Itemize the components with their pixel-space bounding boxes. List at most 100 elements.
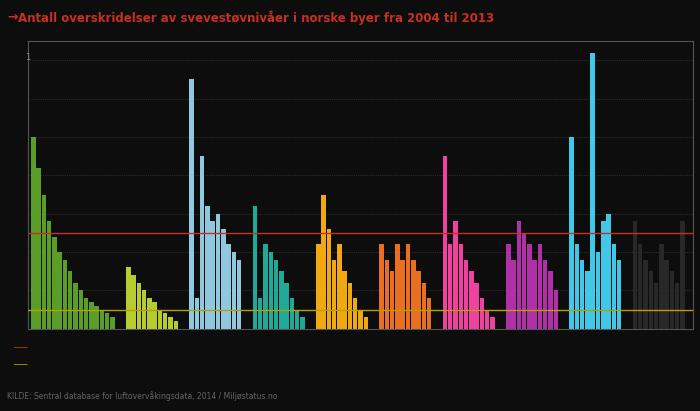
Bar: [591, 53, 595, 329]
Bar: [416, 271, 421, 329]
Bar: [543, 260, 547, 329]
Bar: [269, 252, 273, 329]
Bar: [274, 260, 279, 329]
Bar: [94, 306, 99, 329]
Bar: [638, 245, 643, 329]
Bar: [522, 233, 526, 329]
Bar: [142, 291, 146, 329]
Bar: [485, 309, 489, 329]
Bar: [226, 245, 231, 329]
Bar: [464, 260, 468, 329]
Bar: [358, 309, 363, 329]
Bar: [279, 271, 284, 329]
Bar: [290, 298, 294, 329]
Bar: [132, 275, 136, 329]
Bar: [548, 271, 553, 329]
Text: ——: ——: [14, 342, 27, 352]
Bar: [163, 314, 167, 329]
Bar: [110, 317, 115, 329]
Bar: [533, 260, 537, 329]
Bar: [99, 309, 104, 329]
Bar: [221, 229, 225, 329]
Bar: [295, 309, 300, 329]
Bar: [538, 245, 542, 329]
Bar: [158, 309, 162, 329]
Bar: [384, 260, 389, 329]
Bar: [517, 222, 521, 329]
Bar: [379, 245, 384, 329]
Bar: [648, 271, 653, 329]
Bar: [680, 222, 685, 329]
Bar: [659, 245, 664, 329]
Bar: [57, 252, 62, 329]
Bar: [596, 252, 600, 329]
Bar: [153, 302, 157, 329]
Bar: [390, 271, 394, 329]
Text: Antall overskridelser av svevestøvnivåer i norske byer fra 2004 til 2013: Antall overskridelser av svevestøvnivåer…: [18, 10, 493, 25]
Bar: [263, 245, 267, 329]
Bar: [332, 260, 337, 329]
Bar: [490, 317, 495, 329]
Bar: [300, 317, 304, 329]
Bar: [232, 252, 236, 329]
Bar: [675, 283, 680, 329]
Bar: [105, 314, 109, 329]
Bar: [654, 283, 658, 329]
Bar: [200, 156, 204, 329]
Bar: [63, 260, 67, 329]
Bar: [511, 260, 516, 329]
Bar: [670, 271, 674, 329]
Bar: [612, 245, 616, 329]
Bar: [205, 206, 210, 329]
Bar: [216, 214, 220, 329]
Bar: [580, 260, 584, 329]
Bar: [664, 260, 669, 329]
Bar: [427, 298, 431, 329]
Text: ——: ——: [14, 359, 27, 369]
Bar: [237, 260, 242, 329]
Bar: [643, 260, 648, 329]
Bar: [84, 298, 88, 329]
Bar: [363, 317, 368, 329]
Bar: [195, 298, 199, 329]
Bar: [617, 260, 622, 329]
Bar: [31, 137, 36, 329]
Bar: [506, 245, 510, 329]
Bar: [284, 283, 289, 329]
Bar: [136, 283, 141, 329]
Bar: [337, 245, 342, 329]
Bar: [348, 283, 352, 329]
Bar: [41, 194, 46, 329]
Text: →: →: [7, 10, 18, 23]
Bar: [395, 245, 400, 329]
Bar: [147, 298, 152, 329]
Bar: [469, 271, 474, 329]
Bar: [480, 298, 484, 329]
Bar: [174, 321, 178, 329]
Bar: [168, 317, 173, 329]
Bar: [575, 245, 579, 329]
Bar: [36, 168, 41, 329]
Bar: [78, 291, 83, 329]
Bar: [448, 245, 452, 329]
Bar: [411, 260, 416, 329]
Bar: [554, 291, 558, 329]
Bar: [211, 222, 215, 329]
Bar: [527, 245, 531, 329]
Bar: [421, 283, 426, 329]
Text: 1: 1: [25, 53, 31, 62]
Text: KILDE: Sentral database for luftovervåkingsdata, 2014 / Miljøstatus.no: KILDE: Sentral database for luftovervåki…: [7, 391, 277, 401]
Bar: [316, 245, 321, 329]
Bar: [258, 298, 262, 329]
Bar: [400, 260, 405, 329]
Bar: [327, 229, 331, 329]
Bar: [68, 271, 73, 329]
Bar: [601, 222, 606, 329]
Bar: [475, 283, 479, 329]
Bar: [454, 222, 458, 329]
Bar: [406, 245, 410, 329]
Bar: [606, 214, 611, 329]
Bar: [342, 271, 347, 329]
Bar: [458, 245, 463, 329]
Bar: [47, 222, 51, 329]
